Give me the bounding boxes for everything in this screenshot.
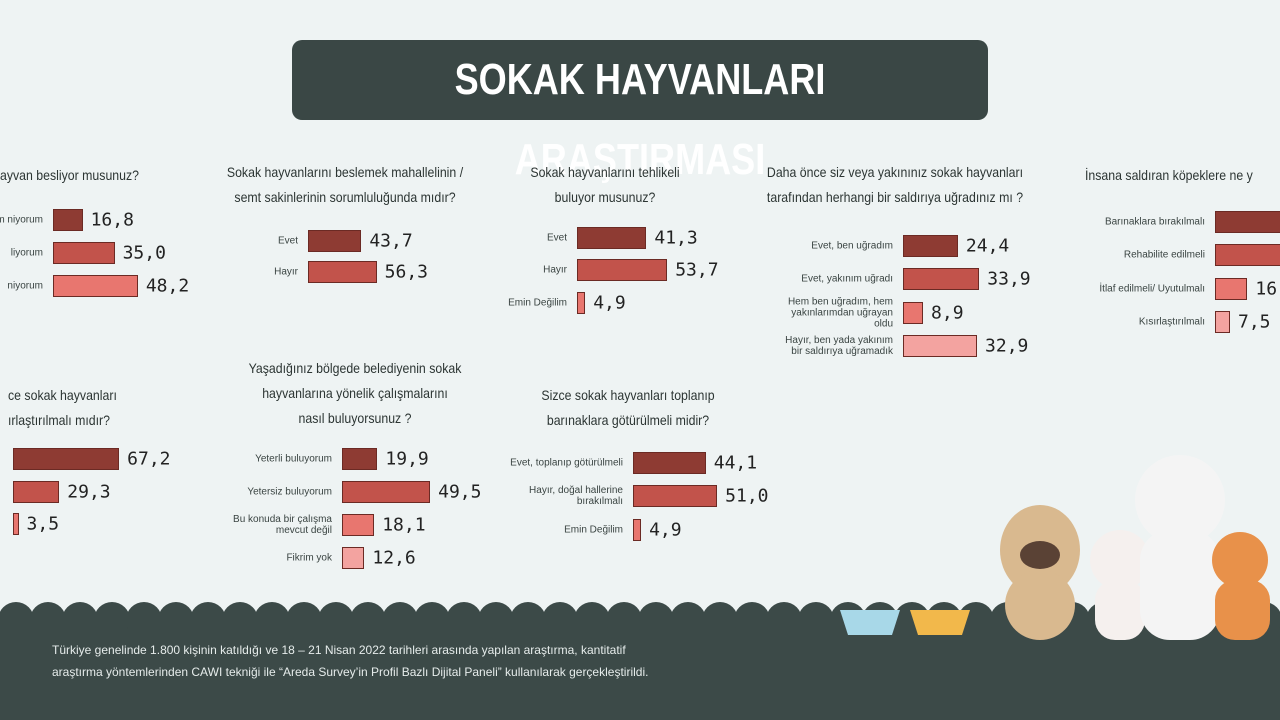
value-label: 12,6 <box>372 547 416 569</box>
main-title: SOKAK HAYVANLARI ARAŞTIRMASI <box>292 40 988 184</box>
chart-title: Daha önce siz veya yakınınız sokak hayva… <box>766 164 1024 180</box>
value-label: 53,7 <box>675 259 719 281</box>
category-label: İtlaf edilmeli/ Uyutulmalı <box>1099 283 1205 295</box>
bar <box>903 268 980 290</box>
bar <box>577 292 586 314</box>
category-label: Kısırlaştırılmalı <box>1138 316 1205 328</box>
value-label: 67,2 <box>127 448 171 470</box>
bar <box>633 519 642 541</box>
value-label: 51,0 <box>725 485 769 507</box>
category-label: Evet, yakınım uğradı <box>801 273 893 285</box>
category-label: Fikrim yok <box>286 552 332 564</box>
value-label: 29,3 <box>67 481 111 503</box>
value-label: 18,1 <box>382 514 426 536</box>
value-label: 4,9 <box>593 292 626 314</box>
value-label: 16,8 <box>90 209 134 231</box>
value-label: 4,9 <box>649 519 682 541</box>
chart-title: nasıl buluyorsunuz ? <box>298 410 412 426</box>
value-label: 24,4 <box>965 235 1010 257</box>
bar <box>342 514 375 536</box>
value-label: 16, <box>1255 278 1280 300</box>
bar <box>308 230 362 252</box>
chart-title: Yaşadığınız bölgede belediyenin sokak <box>248 360 462 376</box>
bar <box>903 235 958 257</box>
chart-title: buluyor musunuz? <box>554 189 656 205</box>
bar <box>13 481 60 503</box>
value-label: 56,3 <box>384 261 429 283</box>
bar <box>53 209 83 231</box>
bar <box>1215 244 1280 266</box>
value-label: 41,3 <box>654 227 698 249</box>
category-label: Evet <box>277 235 298 247</box>
category-label: Emin Değilim <box>508 297 567 309</box>
bar <box>342 481 431 503</box>
category-label: Yetersiz buluyorum <box>247 486 332 498</box>
category-label: Hayır, doğal hallerine bırakılmalı <box>529 485 623 507</box>
bar <box>903 335 978 357</box>
category-label: Hayır, ben yada yakınım bir saldırıya uğ… <box>785 335 893 357</box>
chart-title: İnsana saldıran köpeklere ne y <box>1085 167 1253 183</box>
value-label: 49,5 <box>438 481 482 503</box>
bar <box>13 448 120 470</box>
value-label: 35,0 <box>122 242 166 264</box>
value-label: 44,1 <box>713 452 758 474</box>
value-label: 48,2 <box>145 275 190 297</box>
value-label: 19,9 <box>385 448 429 470</box>
category-label: Evet, toplanıp götürülmeli <box>510 457 623 469</box>
footer-text: araştırma yöntemlerinden CAWI tekniği il… <box>52 665 649 679</box>
pets-illustration <box>1000 455 1270 640</box>
chart-title: ırlaştırılmalı mıdır? <box>8 412 110 428</box>
chart-title: hayvanlarına yönelik çalışmalarını <box>262 385 448 401</box>
bar <box>577 227 647 249</box>
bar <box>1215 278 1248 300</box>
category-label: Evet <box>546 232 567 244</box>
category-label: esledim niyorum <box>0 214 43 226</box>
bar <box>13 513 19 535</box>
bar <box>1215 311 1230 333</box>
category-label: Barınaklara bırakılmalı <box>1104 216 1205 228</box>
main-title-text: SOKAK HAYVANLARI ARAŞTIRMASI <box>454 55 826 184</box>
footer-band <box>0 615 1280 720</box>
value-label: 33,9 <box>987 268 1031 290</box>
value-label: 3,5 <box>26 513 60 535</box>
value-label: 7,5 <box>1238 311 1271 333</box>
footer-text: Türkiye genelinde 1.800 kişinin katıldığ… <box>52 643 626 657</box>
value-label: 43,7 <box>369 230 413 252</box>
chart-title: ce sokak hayvanları <box>8 387 117 403</box>
value-label: 8,9 <box>931 302 964 324</box>
bar <box>577 259 668 281</box>
category-label: Rehabilite edilmeli <box>1123 249 1205 261</box>
chart-title: tarafından herhangi bir saldırıya uğradı… <box>766 189 1024 205</box>
category-label: liyorum <box>10 247 43 259</box>
chart-title: semt sakinlerinin sorumluluğunda mıdır? <box>234 189 456 205</box>
bar <box>342 448 378 470</box>
category-label: Bu konuda bir çalışma mevcut değil <box>233 514 332 536</box>
category-label: Emin Değilim <box>564 524 623 536</box>
chart-title: Sizce sokak hayvanları toplanıp <box>541 387 715 403</box>
bar <box>308 261 377 283</box>
category-label: Hayır <box>543 264 567 276</box>
chart-title: Sokak hayvanlarını tehlikeli <box>530 164 680 180</box>
bar <box>342 547 365 569</box>
bowls <box>840 610 970 635</box>
chart-title: barınaklara götürülmeli midir? <box>546 412 710 428</box>
value-label: 32,9 <box>985 335 1029 357</box>
bar <box>53 242 115 264</box>
chart-title: ayvan besliyor musunuz? <box>0 167 140 183</box>
bar <box>53 275 138 297</box>
category-label: Hayır <box>274 266 298 278</box>
bar <box>903 302 924 324</box>
chart-title: Sokak hayvanlarını beslemek mahallelinin… <box>226 164 464 180</box>
category-label: Evet, ben uğradım <box>811 240 893 252</box>
category-label: Hem ben uğradım, hem yakınlarımdan uğray… <box>787 296 893 330</box>
bar <box>633 485 718 507</box>
bar <box>1215 211 1280 233</box>
bar <box>633 452 706 474</box>
category-label: niyorum <box>7 280 43 292</box>
category-label: Yeterli buluyorum <box>255 453 332 465</box>
